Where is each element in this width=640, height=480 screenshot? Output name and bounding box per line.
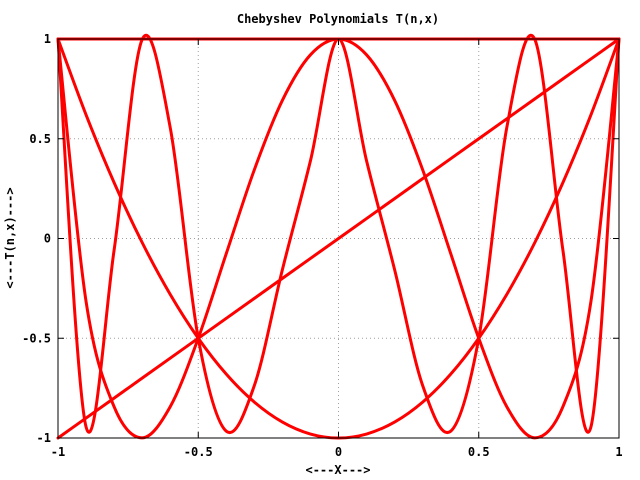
series-line-t1 [56, 37, 621, 440]
x-tick-label: 1 [615, 445, 622, 459]
ticks [57, 38, 620, 439]
x-tick-label: -1 [51, 445, 65, 459]
series-line-t6 [56, 33, 621, 435]
x-tick-label: 0.5 [468, 445, 490, 459]
y-tick-label: 0 [44, 232, 51, 246]
y-tick-label: -0.5 [22, 331, 51, 345]
x-tick-label: 0 [335, 445, 342, 459]
y-tick-label: 1 [44, 32, 51, 46]
y-axis-label: <---T(n,x)---> [3, 187, 17, 288]
chart-title: Chebyshev Polynomials T(n,x) [237, 12, 439, 26]
tick-labels: -1 -0.5 0 0.5 1 -1 -0.5 0 0.5 1 [22, 32, 623, 459]
y-tick-label: -1 [37, 431, 51, 445]
y-tick-label: 0.5 [29, 132, 51, 146]
x-axis-label: <---X---> [305, 463, 370, 477]
x-tick-label: -0.5 [184, 445, 213, 459]
